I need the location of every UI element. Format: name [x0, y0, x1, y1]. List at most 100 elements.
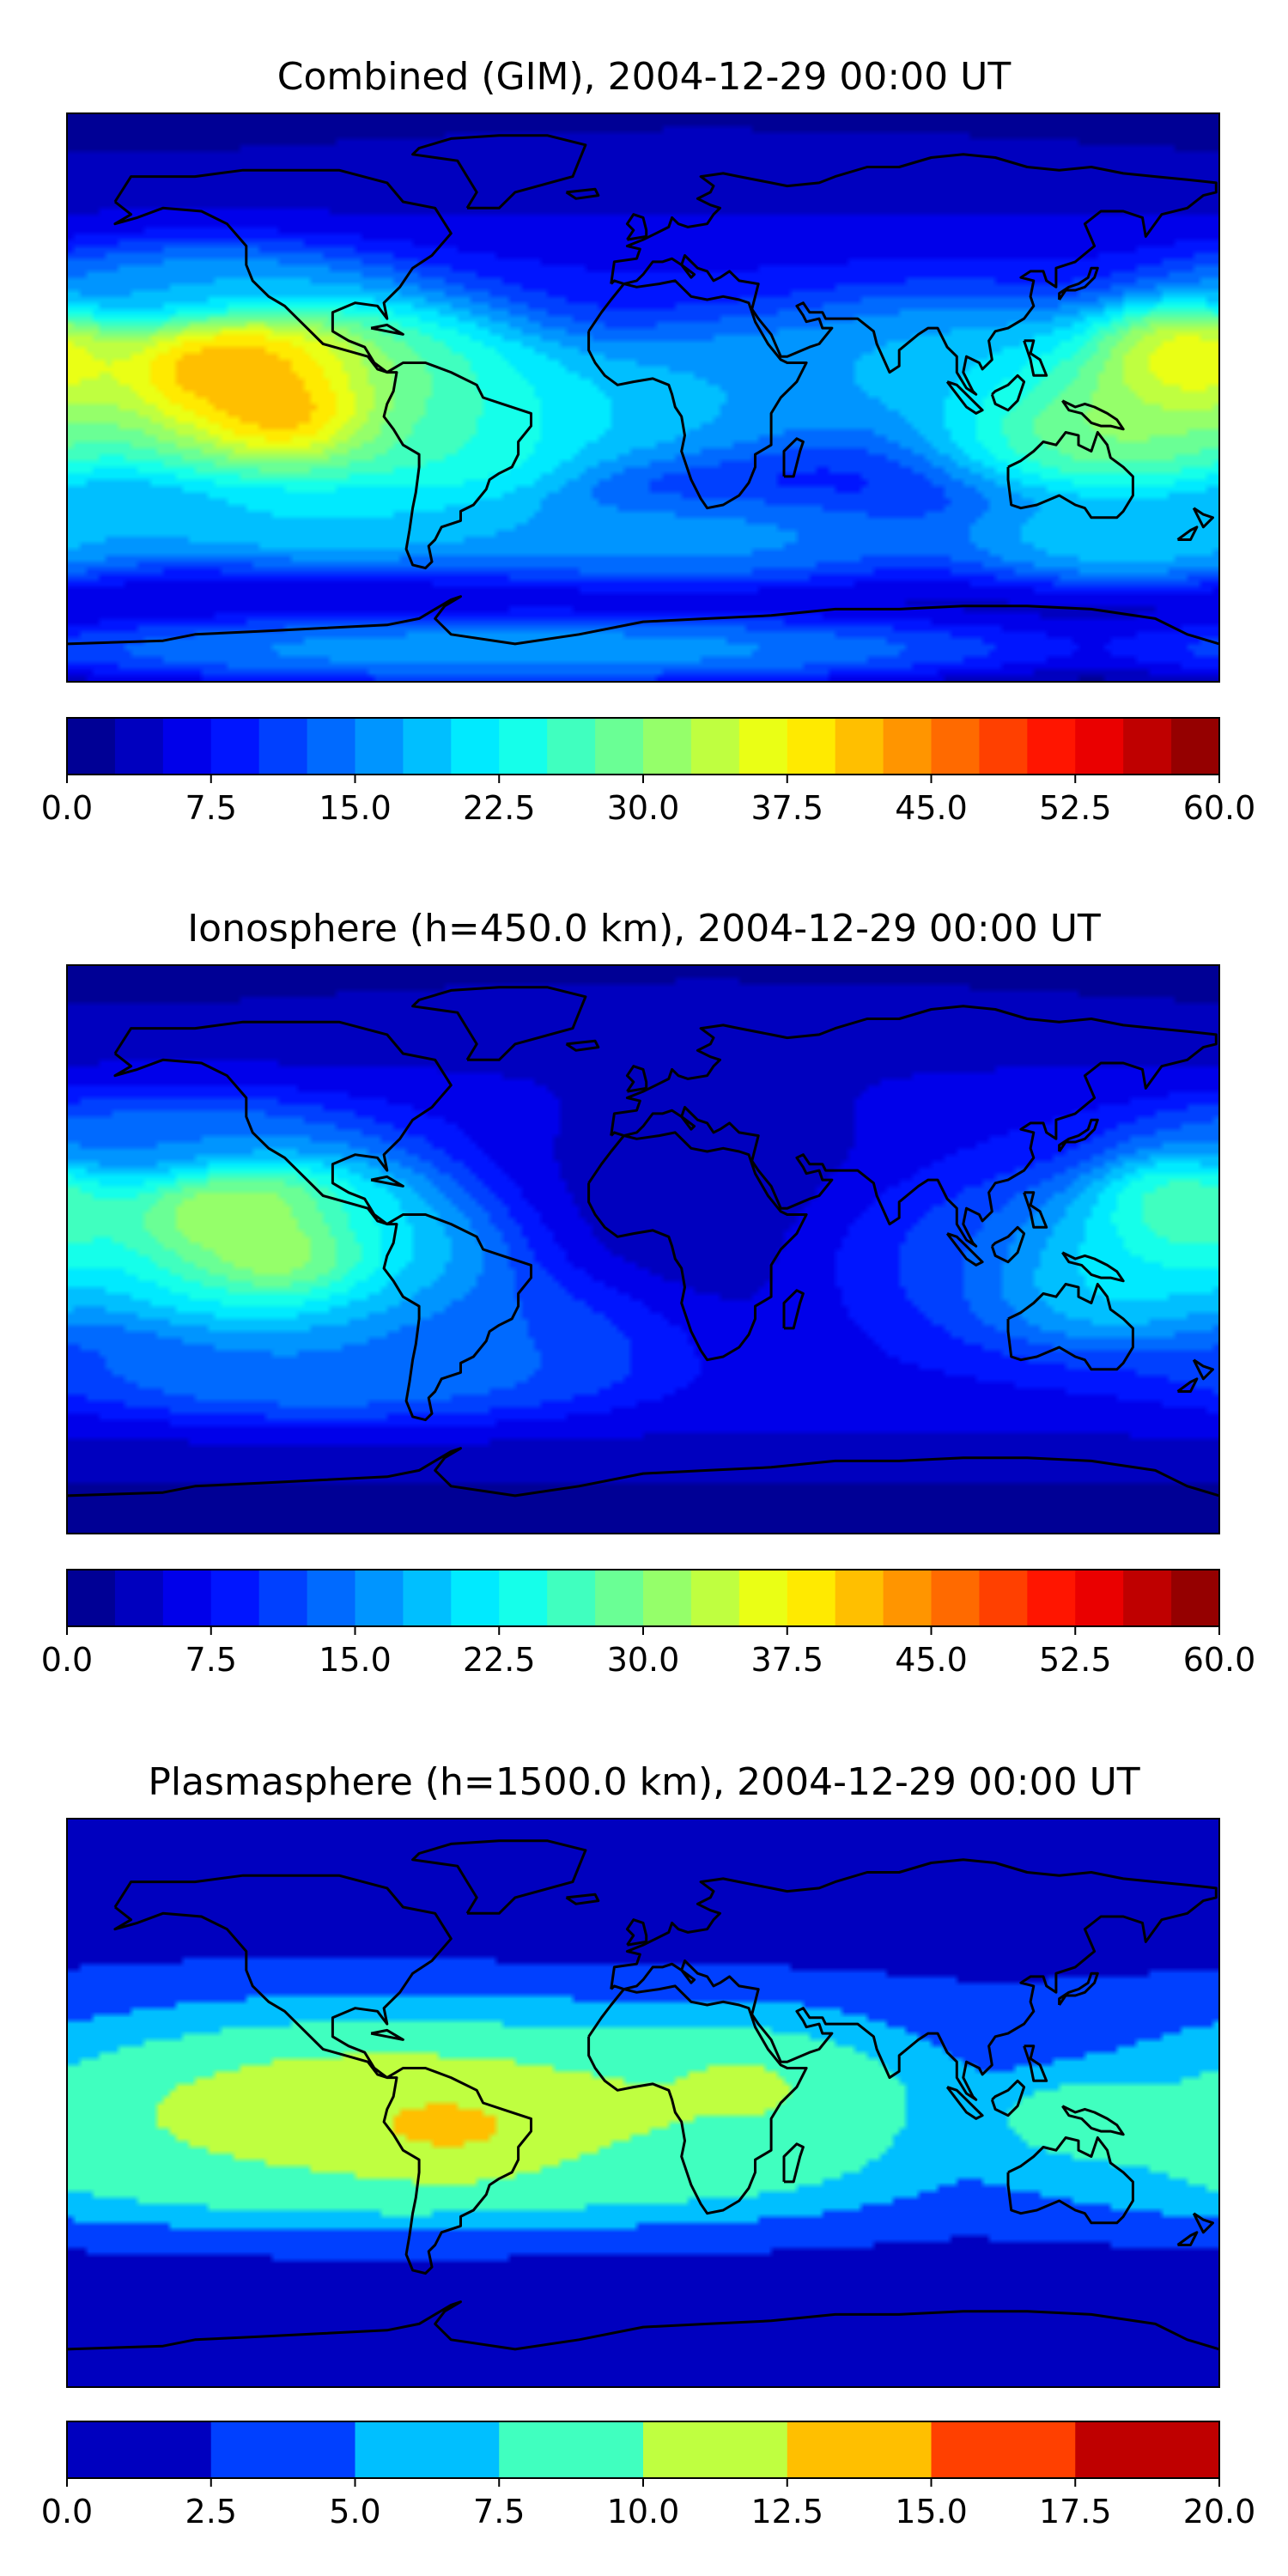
colorbar-tick-label: 37.5: [750, 1641, 823, 1679]
colorbar-tick-label: 20.0: [1183, 2493, 1256, 2530]
coastline-path: [1006, 2136, 1134, 2225]
colorbar-segment: [114, 718, 164, 775]
colorbar-segment: [114, 1570, 164, 1626]
coastline-path: [1023, 1191, 1048, 1229]
colorbar-tick-label: 2.5: [185, 2493, 237, 2530]
coastline-path: [382, 2067, 532, 2275]
colorbar-segment: [258, 1570, 308, 1626]
colorbar-segment: [1123, 1570, 1172, 1626]
coastline-path: [990, 2079, 1026, 2117]
colorbar-tick-label: 30.0: [607, 1641, 680, 1679]
colorbar-tick-label: 5.0: [329, 2493, 380, 2530]
coastline-path: [1058, 266, 1099, 301]
colorbar-segment: [1027, 1570, 1076, 1626]
colorbar-segment: [355, 2421, 500, 2478]
colorbar-segment: [403, 718, 452, 775]
coastline-path: [565, 1039, 600, 1052]
colorbar-segment: [307, 718, 356, 775]
colorbar-tick-label: 52.5: [1039, 1641, 1112, 1679]
colorbar-tick-label: 45.0: [895, 1641, 968, 1679]
coastlines: [66, 134, 1220, 646]
coastline-path: [370, 323, 404, 336]
colorbar-segment: [1027, 718, 1076, 775]
colorbar-segment: [1075, 718, 1124, 775]
coastline-path: [1058, 1971, 1099, 2006]
coastline-path: [565, 187, 600, 200]
colorbar-segment: [307, 1570, 356, 1626]
coastline-path: [1058, 1118, 1099, 1152]
map-frame: [66, 964, 1220, 1534]
colorbar-segment: [210, 1570, 260, 1626]
coastline-path: [113, 1874, 453, 2080]
coastline-path: [990, 374, 1026, 412]
colorbar-segment: [690, 718, 740, 775]
coastline-path: [411, 1839, 587, 1915]
colorbar-segment: [787, 1570, 836, 1626]
colorbar-segment: [883, 1570, 933, 1626]
coastline-path: [66, 595, 1220, 646]
coastline-path: [1176, 526, 1199, 541]
coastline-path: [1192, 507, 1214, 529]
coastline-path: [1006, 431, 1134, 519]
colorbar-segment: [547, 1570, 596, 1626]
coastline-path: [370, 1175, 404, 1188]
coastline-path: [1061, 399, 1125, 431]
coastline-path: [945, 2086, 984, 2120]
coastline-path: [625, 213, 648, 241]
colorbar-tick-label: 15.0: [895, 2493, 968, 2530]
field-raster: [67, 1819, 1219, 2387]
colorbar-segment: [499, 2421, 644, 2478]
colorbar-segment: [690, 1570, 740, 1626]
coastlines: [66, 986, 1220, 1498]
colorbar-tick-label: 60.0: [1183, 1641, 1256, 1679]
colorbar-segment: [1171, 718, 1220, 775]
colorbar-segment: [210, 718, 260, 775]
colorbar-segment: [67, 718, 116, 775]
coastline-path: [382, 361, 532, 570]
coastline-path: [411, 986, 587, 1061]
colorbar-segment: [835, 1570, 884, 1626]
colorbar-segment: [355, 718, 404, 775]
colorbar-tick-label: 0.0: [41, 1641, 93, 1679]
coastline-path: [610, 153, 1218, 396]
coastline-path: [625, 1065, 648, 1093]
colorbar-tick-label: 60.0: [1183, 789, 1256, 827]
colorbar-segment: [1171, 1570, 1220, 1626]
coastline-path: [782, 1289, 805, 1330]
colorbar-segment: [1075, 2421, 1220, 2478]
colorbar-segment: [451, 1570, 500, 1626]
coastline-path: [782, 437, 805, 478]
colorbar-segment: [499, 1570, 548, 1626]
colorbar-segment: [1123, 718, 1172, 775]
colorbar-segment: [595, 718, 644, 775]
map-title: Plasmasphere (h=1500.0 km), 2004-12-29 0…: [148, 1760, 1139, 1804]
coastline-path: [382, 1213, 532, 1422]
coastline-path: [610, 1005, 1218, 1248]
colorbar-segment: [643, 718, 692, 775]
colorbar-tick-label: 22.5: [463, 1641, 536, 1679]
colorbar-segment: [643, 2421, 788, 2478]
coastline-path: [587, 1131, 808, 1362]
coastline-path: [990, 1225, 1026, 1264]
colorbar-tick-label: 7.5: [185, 1641, 237, 1679]
colorbar: 0.0 7.5 15.0 22.5 30.0 37.5 45.0 52.5 60.0: [41, 717, 1256, 827]
colorbar-segment: [162, 718, 212, 775]
colorbar-tick-label: 7.5: [185, 789, 237, 827]
colorbar-segment: [931, 2421, 1076, 2478]
colorbar-segment: [355, 1570, 404, 1626]
coastline-path: [66, 1447, 1220, 1498]
map-title: Combined (GIM), 2004-12-29 00:00 UT: [277, 55, 1012, 99]
map-title: Ionosphere (h=450.0 km), 2004-12-29 00:0…: [187, 907, 1101, 951]
colorbar-segment: [595, 1570, 644, 1626]
colorbar-tick-label: 45.0: [895, 789, 968, 827]
coastline-path: [370, 2028, 404, 2041]
colorbar-segment: [547, 718, 596, 775]
colorbar-segment: [787, 2421, 933, 2478]
colorbar-tick-label: 17.5: [1039, 2493, 1112, 2530]
map-frame: [66, 112, 1220, 683]
colorbar-tick-label: 10.0: [607, 2493, 680, 2530]
coastline-path: [113, 1020, 453, 1226]
colorbar-segment: [499, 718, 548, 775]
colorbar-tick-label: 30.0: [607, 789, 680, 827]
